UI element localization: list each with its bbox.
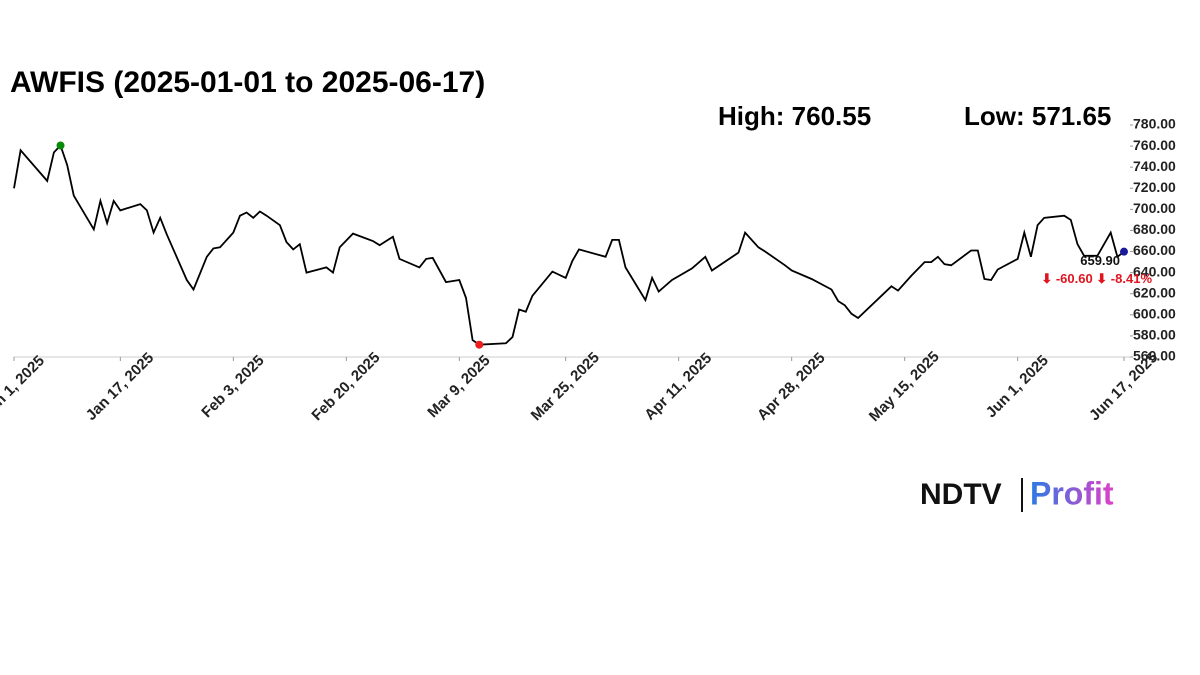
y-tick-label: 720.00	[1133, 179, 1176, 195]
x-tick-label: Feb 3, 2025	[198, 352, 267, 421]
high-marker	[56, 141, 65, 150]
y-tick-label: 640.00	[1133, 263, 1176, 279]
low-label: Low: 571.65	[964, 101, 1111, 131]
y-tick-label: 780.00	[1133, 116, 1176, 132]
y-tick-label: 740.00	[1133, 158, 1176, 174]
logo-profit: Profit	[1030, 475, 1114, 511]
last-value-label: 659.90	[1080, 253, 1120, 268]
y-tick-label: 600.00	[1133, 306, 1176, 322]
change-label: ⬇ -60.60 ⬇ -8.41%	[1041, 271, 1152, 286]
price-line	[13, 143, 1125, 346]
low-marker	[475, 340, 484, 349]
last-marker	[1120, 247, 1128, 256]
x-tick-label: Mar 9, 2025	[424, 352, 493, 421]
y-tick-label: 700.00	[1133, 200, 1176, 216]
y-tick-label: 560.00	[1133, 348, 1176, 364]
y-tick-label: 760.00	[1133, 137, 1176, 153]
chart-title: AWFIS (2025-01-01 to 2025-06-17)	[10, 66, 485, 99]
y-tick-label: 580.00	[1133, 327, 1176, 343]
high-label: High: 760.55	[718, 101, 871, 131]
logo-ndtv: NDTV	[920, 478, 1002, 511]
y-tick-label: 680.00	[1133, 221, 1176, 237]
x-tick-label: Jun 1, 2025	[983, 352, 1052, 421]
y-tick-label: 620.00	[1133, 284, 1176, 300]
y-tick-label: 660.00	[1133, 242, 1176, 258]
x-tick-label: Jan 1, 2025	[0, 352, 48, 421]
